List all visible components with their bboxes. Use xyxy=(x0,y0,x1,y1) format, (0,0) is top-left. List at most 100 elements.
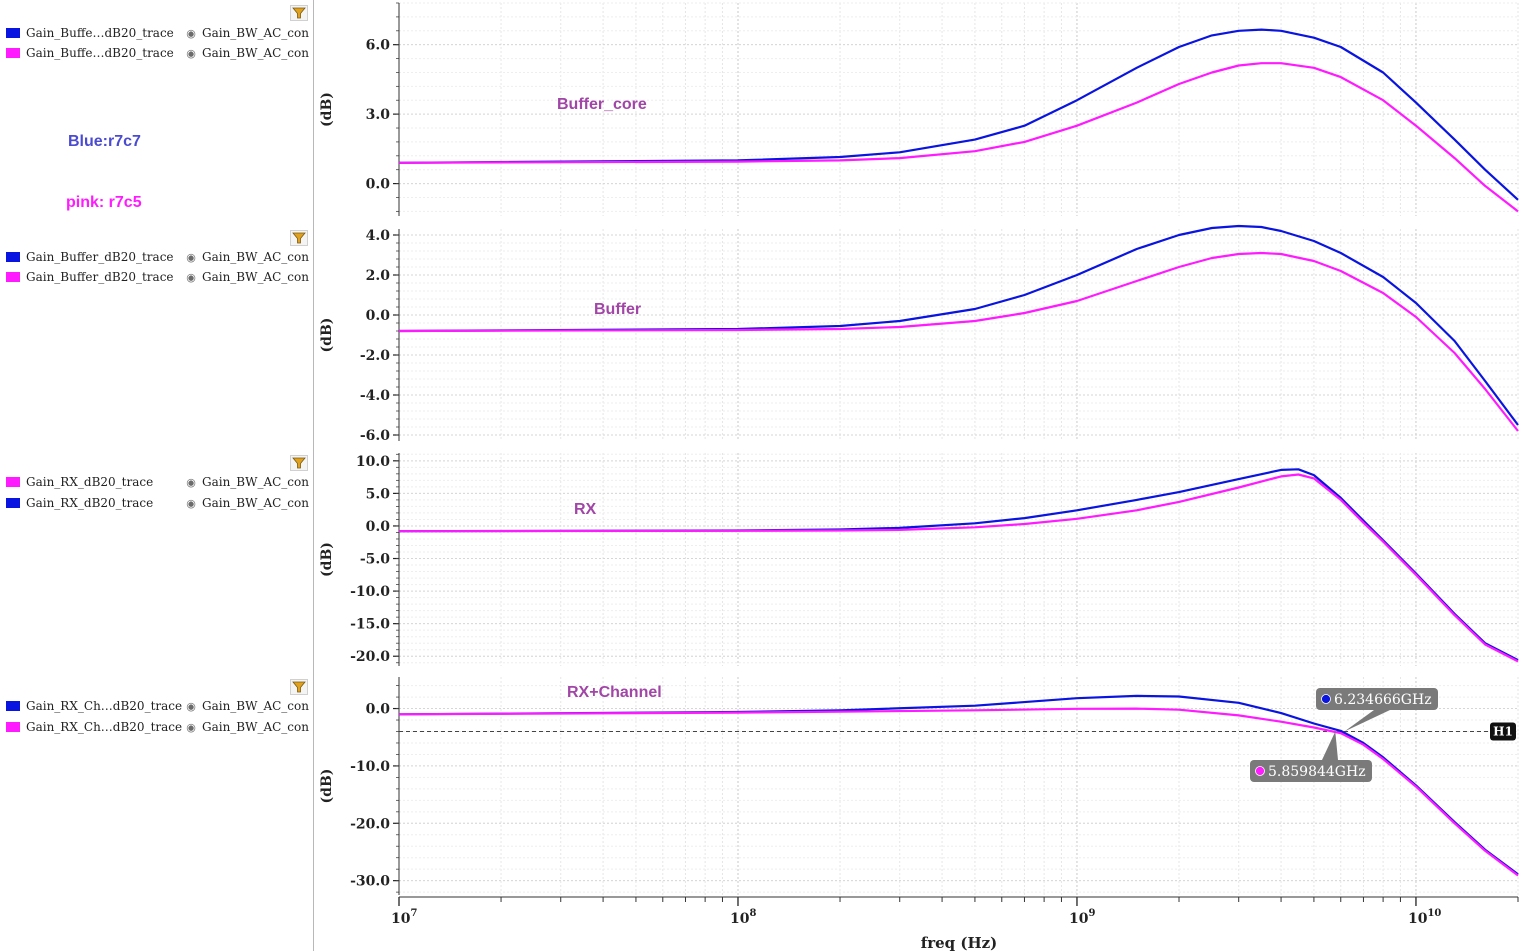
x-tick-exponent: 8 xyxy=(749,908,756,919)
y-tick-label: 2.0 xyxy=(366,268,391,284)
trace-color-swatch xyxy=(6,252,20,262)
y-axis-label: (dB) xyxy=(319,769,335,804)
x-tick-exponent: 7 xyxy=(410,908,417,919)
y-tick-label: 10.0 xyxy=(356,454,390,470)
marker-label: 6.234666GHz xyxy=(1334,692,1432,708)
y-tick-label: 0.0 xyxy=(366,177,391,193)
filter-icon[interactable] xyxy=(290,679,308,695)
series-line[interactable] xyxy=(398,473,1519,663)
y-tick-label: 3.0 xyxy=(366,107,391,123)
x-tick-base: 10 xyxy=(1408,911,1428,927)
eye-icon[interactable]: ◉ xyxy=(186,720,196,734)
y-tick-label: -4.0 xyxy=(360,388,390,404)
marker-callout[interactable] xyxy=(1250,760,1372,782)
trace-color-swatch xyxy=(6,701,20,711)
trace-name: Gain_Buffer_dB20_trace xyxy=(26,250,174,264)
legend-item[interactable]: Gain_RX_dB20_trace ◉ Gain_BW_AC_con: xyxy=(6,494,310,512)
y-tick-label: -20.0 xyxy=(350,816,390,832)
filter-icon[interactable] xyxy=(290,230,308,246)
trace-source: Gain_BW_AC_con: xyxy=(202,250,310,264)
h-marker-label: H1 xyxy=(1493,725,1513,739)
trace-color-swatch xyxy=(6,28,20,38)
legend-item[interactable]: Gain_Buffe…dB20_trace ◉ Gain_BW_AC_con: xyxy=(6,44,310,62)
x-tick-exponent: 10 xyxy=(1427,908,1441,919)
x-tick-exponent: 9 xyxy=(1088,908,1095,919)
h-marker-badge[interactable] xyxy=(1490,722,1516,741)
legend-item[interactable]: Gain_Buffer_dB20_trace ◉ Gain_BW_AC_con: xyxy=(6,248,310,266)
trace-name: Gain_RX_Ch…dB20_trace xyxy=(26,699,183,713)
series-line[interactable] xyxy=(398,707,1519,877)
y-tick-label: 4.0 xyxy=(366,228,391,244)
marker-label: 5.859844GHz xyxy=(1268,764,1366,780)
series-line[interactable] xyxy=(398,468,1519,662)
legend-panel: Gain_Buffe…dB20_trace ◉ Gain_BW_AC_con: Gai… xyxy=(0,0,313,951)
chart-panel-4: -30.0 -20.0 -10.0 0.0 (dB) RX+Channel H1 6.2346… xyxy=(319,677,1519,895)
trace-name: Gain_RX_Ch…dB20_trace xyxy=(26,720,183,734)
trace-name: Gain_Buffer_dB20_trace xyxy=(26,270,174,284)
y-tick-label: -6.0 xyxy=(360,428,390,444)
chart-title: RX xyxy=(574,501,597,518)
y-tick-label: -10.0 xyxy=(350,584,390,600)
legend-item[interactable]: Gain_Buffer_dB20_trace ◉ Gain_BW_AC_con: xyxy=(6,268,310,286)
x-tick-base: 10 xyxy=(730,911,750,927)
marker-dot xyxy=(1321,694,1331,704)
trace-color-swatch xyxy=(6,48,20,58)
eye-icon[interactable]: ◉ xyxy=(186,496,196,510)
y-axis-label: (dB) xyxy=(319,318,335,353)
legend-item[interactable]: Gain_Buffe…dB20_trace ◉ Gain_BW_AC_con: xyxy=(6,24,310,42)
trace-name: Gain_Buffe…dB20_trace xyxy=(26,46,174,60)
y-tick-label: 0.0 xyxy=(366,308,391,324)
series-line[interactable] xyxy=(398,224,1519,426)
chart-title: RX+Channel xyxy=(567,684,662,701)
x-tick-label: 1010 xyxy=(1408,908,1441,927)
trace-source: Gain_BW_AC_con: xyxy=(202,720,310,734)
trace-color-swatch xyxy=(6,272,20,282)
filter-icon[interactable] xyxy=(290,5,308,21)
note-pink: pink: r7c5 xyxy=(66,194,142,211)
trace-name: Gain_RX_dB20_trace xyxy=(26,475,154,489)
trace-source: Gain_BW_AC_con: xyxy=(202,496,310,510)
x-tick-base: 10 xyxy=(391,911,411,927)
trace-name: Gain_RX_dB20_trace xyxy=(26,496,154,510)
legend-item[interactable]: Gain_RX_dB20_trace ◉ Gain_BW_AC_con: xyxy=(6,473,310,491)
eye-icon[interactable]: ◉ xyxy=(186,250,196,264)
trace-source: Gain_BW_AC_con: xyxy=(202,46,310,60)
eye-icon[interactable]: ◉ xyxy=(186,699,196,713)
panel-divider[interactable] xyxy=(313,0,314,951)
filter-icon[interactable] xyxy=(290,455,308,471)
chart-title: Buffer xyxy=(594,301,641,318)
series-line[interactable] xyxy=(398,694,1519,876)
x-axis-label: freq (Hz) xyxy=(921,934,998,951)
legend-item[interactable]: Gain_RX_Ch…dB20_trace ◉ Gain_BW_AC_con: xyxy=(6,718,310,736)
y-tick-label: 6.0 xyxy=(366,38,391,54)
eye-icon[interactable]: ◉ xyxy=(186,475,196,489)
marker-pointer xyxy=(1344,710,1390,732)
chart-title: Buffer_core xyxy=(557,96,647,113)
chart-panel-3: -20.0 -15.0 -10.0 -5.0 0.0 5.0 10.0 (dB) RX xyxy=(319,453,1519,666)
marker-callout[interactable] xyxy=(1316,688,1438,710)
trace-source: Gain_BW_AC_con: xyxy=(202,26,310,40)
series-line[interactable] xyxy=(398,62,1519,213)
trace-name: Gain_Buffe…dB20_trace xyxy=(26,26,174,40)
x-tick-label: 107 xyxy=(391,908,417,927)
chart-panel-2: -6.0 -4.0 -2.0 0.0 2.0 4.0 (dB) Buffer xyxy=(319,224,1519,444)
y-tick-label: -30.0 xyxy=(350,874,390,890)
y-tick-label: -20.0 xyxy=(350,649,390,665)
eye-icon[interactable]: ◉ xyxy=(186,46,196,60)
legend-item[interactable]: Gain_RX_Ch…dB20_trace ◉ Gain_BW_AC_con: xyxy=(6,697,310,715)
marker-pointer xyxy=(1322,731,1338,760)
y-tick-label: -15.0 xyxy=(350,617,390,633)
x-tick-label: 109 xyxy=(1069,908,1095,927)
series-line[interactable] xyxy=(398,28,1519,201)
eye-icon[interactable]: ◉ xyxy=(186,26,196,40)
trace-source: Gain_BW_AC_con: xyxy=(202,475,310,489)
marker-dot xyxy=(1255,766,1265,776)
y-tick-label: 5.0 xyxy=(366,486,391,502)
series-line[interactable] xyxy=(398,251,1519,432)
x-tick-base: 10 xyxy=(1069,911,1089,927)
y-tick-label: 0.0 xyxy=(366,702,391,718)
eye-icon[interactable]: ◉ xyxy=(186,270,196,284)
note-blue: Blue:r7c7 xyxy=(68,133,141,150)
